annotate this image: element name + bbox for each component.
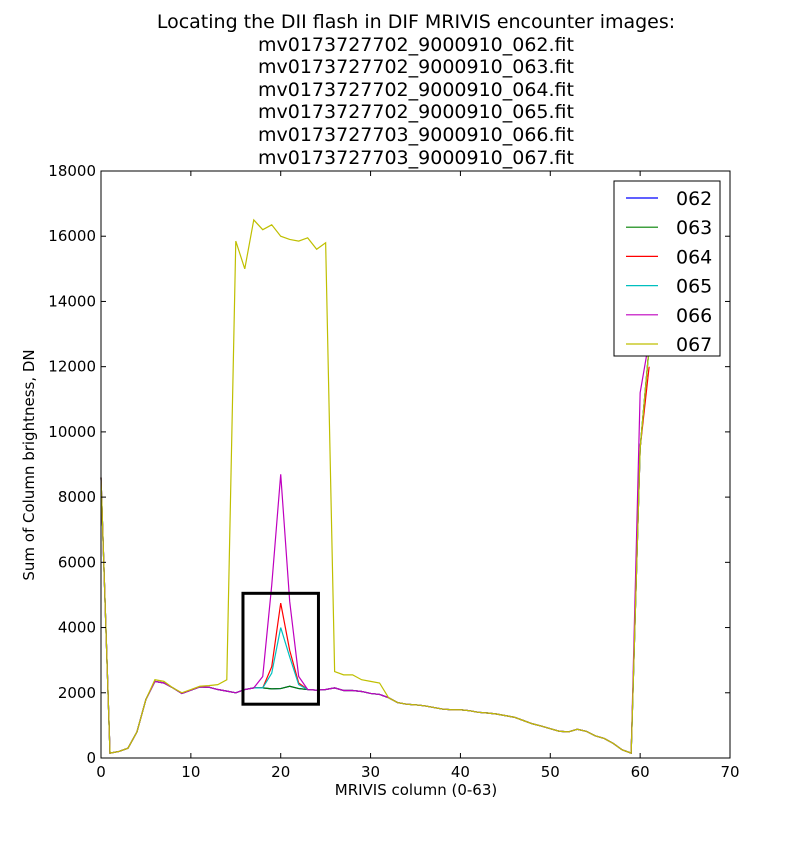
legend-label-063: 063 (676, 217, 712, 239)
x-axis-label: MRIVIS column (0-63) (335, 781, 498, 799)
y-tick-label: 18000 (48, 162, 96, 180)
legend-label-065: 065 (676, 276, 712, 298)
legend-label-067: 067 (676, 334, 712, 356)
y-tick-label: 10000 (48, 423, 96, 441)
y-tick-label: 14000 (48, 292, 96, 310)
plot-frame (100, 170, 731, 759)
chart-title-line: mv0173727702_9000910_064.fit (258, 79, 574, 101)
legend-label-066: 066 (676, 305, 712, 327)
y-axis-label: Sum of Column brightness, DN (20, 349, 38, 580)
x-tick-label: 10 (181, 763, 200, 781)
y-tick-label: 0 (86, 749, 96, 767)
y-tick-label: 6000 (58, 553, 96, 571)
chart-title-line: mv0173727703_9000910_066.fit (258, 124, 574, 146)
chart-title-line: mv0173727702_9000910_062.fit (258, 34, 574, 56)
y-tick-label: 8000 (58, 488, 96, 506)
x-tick-label: 40 (451, 763, 470, 781)
series-line-067 (100, 218, 650, 754)
y-tick-label: 12000 (48, 358, 96, 376)
x-tick-label: 0 (96, 763, 106, 781)
tick-layer: 0 10 20 30 40 50 60 70 0 2000 4000 6000 8000 10000 120… (48, 162, 739, 781)
legend-box (613, 180, 721, 357)
legend-label-064: 064 (676, 246, 712, 268)
chart-title-line: mv0173727702_9000910_065.fit (258, 101, 574, 123)
x-tick-label: 50 (541, 763, 560, 781)
legend-label-062: 062 (676, 188, 712, 210)
x-tick-label: 20 (271, 763, 290, 781)
legend: 062 063 064 065 066 067 (613, 180, 721, 357)
x-tick-label: 70 (720, 763, 739, 781)
series-line-066 (100, 340, 650, 754)
series-layer (100, 218, 650, 754)
x-tick-label: 30 (361, 763, 380, 781)
x-tick-label: 60 (631, 763, 650, 781)
chart-title-line: mv0173727702_9000910_063.fit (258, 56, 574, 78)
series-line-064 (100, 366, 650, 754)
y-tick-label: 4000 (58, 619, 96, 637)
chart-title-line: Locating the DII flash in DIF MRIVIS enc… (157, 11, 675, 33)
chart-title: Locating the DII flash in DIF MRIVIS enc… (157, 11, 675, 169)
y-tick-label: 16000 (48, 227, 96, 245)
y-tick-label: 2000 (58, 684, 96, 702)
annotation-box (241, 591, 320, 706)
chart-title-line: mv0173727703_9000910_067.fit (258, 147, 574, 169)
annotation-layer (241, 591, 320, 706)
